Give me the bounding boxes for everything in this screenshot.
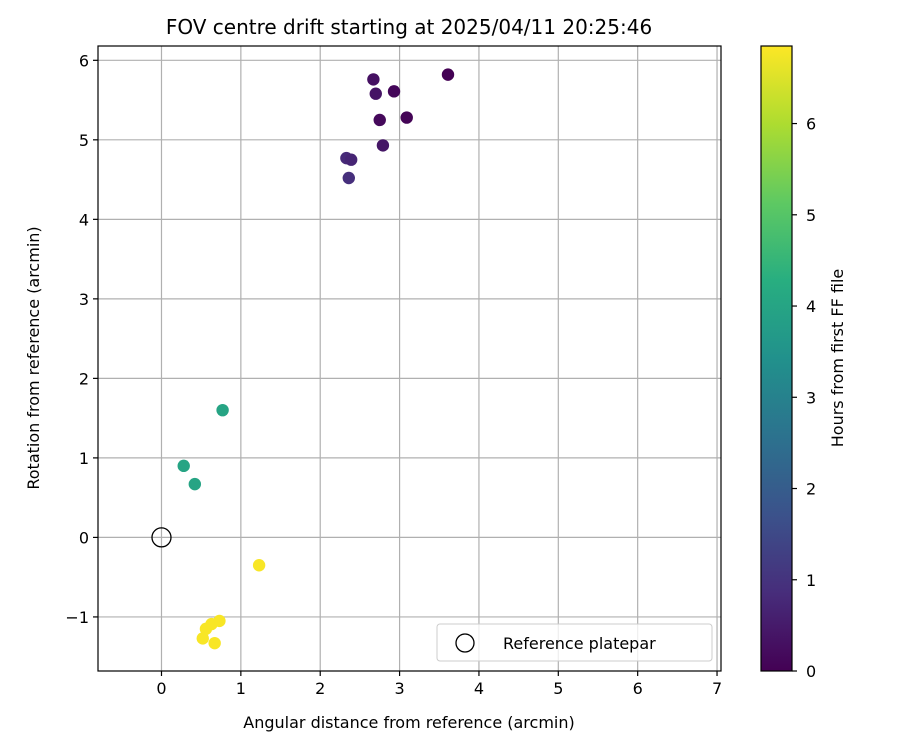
data-point-1: [387, 85, 401, 98]
y-tick-label-1: 0: [79, 528, 89, 547]
x-tick-label-7: 7: [712, 679, 722, 698]
data-point-9: [342, 171, 355, 185]
data-point-3: [369, 87, 382, 100]
data-point-5: [400, 111, 413, 124]
colorbar-tick-label-5: 5: [806, 206, 816, 225]
plot-area-frame: [97, 45, 722, 672]
legend: Reference platepar: [436, 623, 713, 662]
data-point-8: [344, 153, 358, 166]
y-axis-ticks: −1 0 1 2 3 4 5 6: [65, 51, 98, 627]
colorbar-tick-label-3: 3: [806, 388, 816, 407]
x-axis-ticks: 0 1 2 3 4 5 6 7: [156, 671, 722, 698]
colorbar-tick-label-6: 6: [806, 115, 816, 134]
y-tick-label-3: 2: [79, 369, 89, 388]
colorbar-tick-label-0: 0: [806, 662, 816, 681]
legend-label-reference: Reference platepar: [503, 634, 656, 653]
y-tick-label-7: 6: [79, 51, 89, 70]
reference-platepar-marker: [151, 527, 172, 548]
y-tick-label-5: 4: [79, 210, 89, 229]
x-tick-label-0: 0: [156, 679, 166, 698]
x-tick-label-2: 2: [315, 679, 325, 698]
data-point-6: [376, 139, 390, 152]
data-point-12: [188, 477, 202, 491]
colorbar: 0 1 2 3 4 5 6 Hours from first FF file: [760, 45, 847, 681]
y-tick-label-2: 1: [79, 449, 89, 468]
y-tick-label-4: 3: [79, 290, 89, 309]
data-point-0: [441, 68, 455, 81]
x-tick-label-5: 5: [553, 679, 563, 698]
data-point-10: [216, 403, 229, 417]
x-axis-label: Angular distance from reference (arcmin): [243, 713, 574, 732]
x-tick-label-1: 1: [236, 679, 246, 698]
y-tick-label-0: −1: [65, 608, 89, 627]
legend-box: [436, 623, 713, 662]
data-point-18: [208, 636, 221, 650]
data-point-4: [373, 113, 386, 127]
y-axis-label: Rotation from reference (arcmin): [24, 226, 43, 489]
data-point-17: [196, 632, 209, 645]
data-point-11: [177, 459, 190, 473]
data-point-13: [252, 559, 266, 572]
reference-marker-layer: [151, 527, 172, 548]
data-point-16: [199, 622, 213, 636]
x-tick-label-4: 4: [474, 679, 484, 698]
colorbar-label: Hours from first FF file: [828, 269, 847, 448]
colorbar-tick-label-4: 4: [806, 297, 816, 316]
colorbar-tick-label-2: 2: [806, 480, 816, 499]
colorbar-tick-label-1: 1: [806, 571, 816, 590]
legend-marker-reference: [455, 633, 475, 653]
data-point-2: [367, 73, 380, 86]
x-tick-label-3: 3: [394, 679, 404, 698]
chart-title: FOV centre drift starting at 2025/04/11 …: [166, 15, 652, 39]
x-tick-label-6: 6: [633, 679, 643, 698]
data-points: [177, 68, 455, 650]
colorbar-ticks: 0 1 2 3 4 5 6: [792, 115, 816, 681]
y-tick-label-6: 5: [79, 131, 89, 150]
grid: [98, 46, 721, 671]
colorbar-gradient: [760, 45, 793, 672]
